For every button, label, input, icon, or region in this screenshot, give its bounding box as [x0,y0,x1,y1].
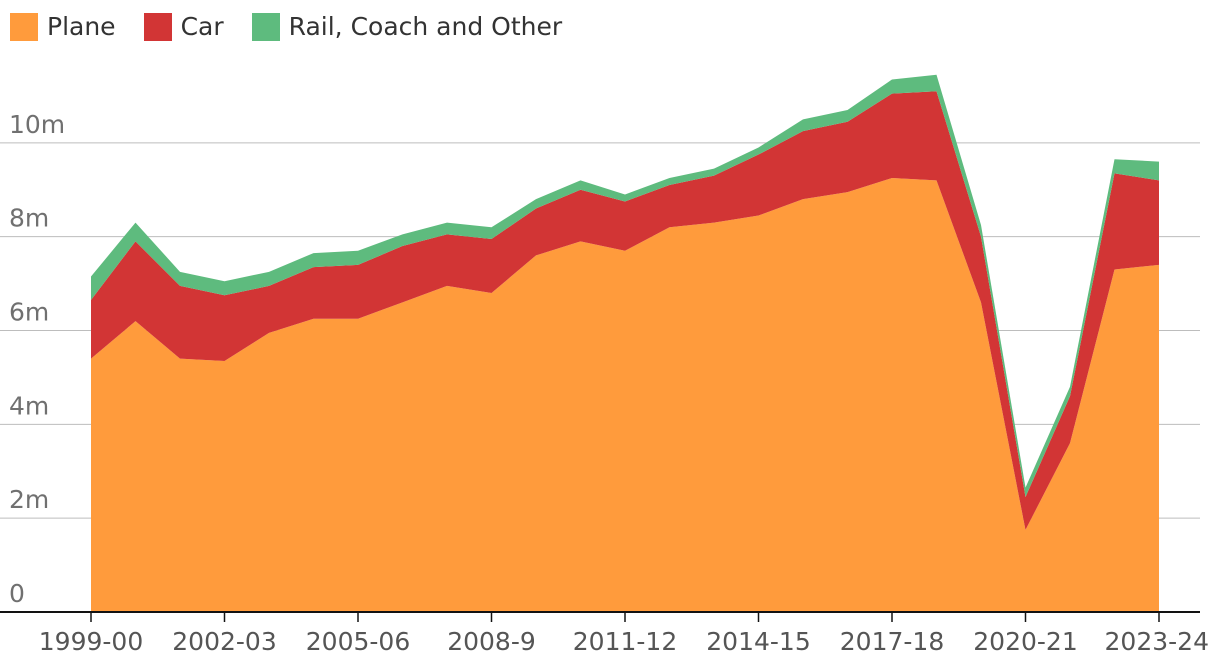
legend-swatch-plane [10,12,38,41]
x-tick-label: 2014-15 [706,627,810,656]
y-tick-label: 6m [9,298,49,327]
x-tick-label: 2005-06 [306,627,410,656]
x-tick-label: 2011-12 [573,627,677,656]
x-tick-label: 2002-03 [172,627,276,656]
legend-label-car: Car [180,12,224,41]
legend-item-rail-coach-other[interactable]: Rail, Coach and Other [251,12,563,41]
y-tick-label: 10m [9,110,65,139]
x-tick-label: 2008-9 [447,627,536,656]
y-tick-label: 8m [9,204,49,233]
x-tick-label: 2020-21 [973,627,1077,656]
area-series [91,74,1159,612]
y-tick-label: 0 [9,579,25,608]
legend-item-car[interactable]: Car [143,12,224,41]
legend: Plane Car Rail, Coach and Other [10,12,590,41]
area-plane [91,178,1159,612]
y-tick-label: 2m [9,485,49,514]
legend-swatch-rail-coach-other [251,12,280,41]
x-tick-label: 2023-24 [1105,627,1209,656]
x-tick-label: 1999-00 [39,627,143,656]
legend-label-plane: Plane [47,12,116,41]
x-tick-label: 2017-18 [840,627,944,656]
legend-swatch-car [143,12,172,41]
legend-label-rail-coach-other: Rail, Coach and Other [288,12,563,41]
y-tick-label: 4m [9,391,49,420]
legend-item-plane[interactable]: Plane [10,12,116,41]
area-car [91,91,1159,530]
axes: 1999-00 2002-03 2005-06 2008-9 2011-12 2014-1… [0,611,1209,656]
